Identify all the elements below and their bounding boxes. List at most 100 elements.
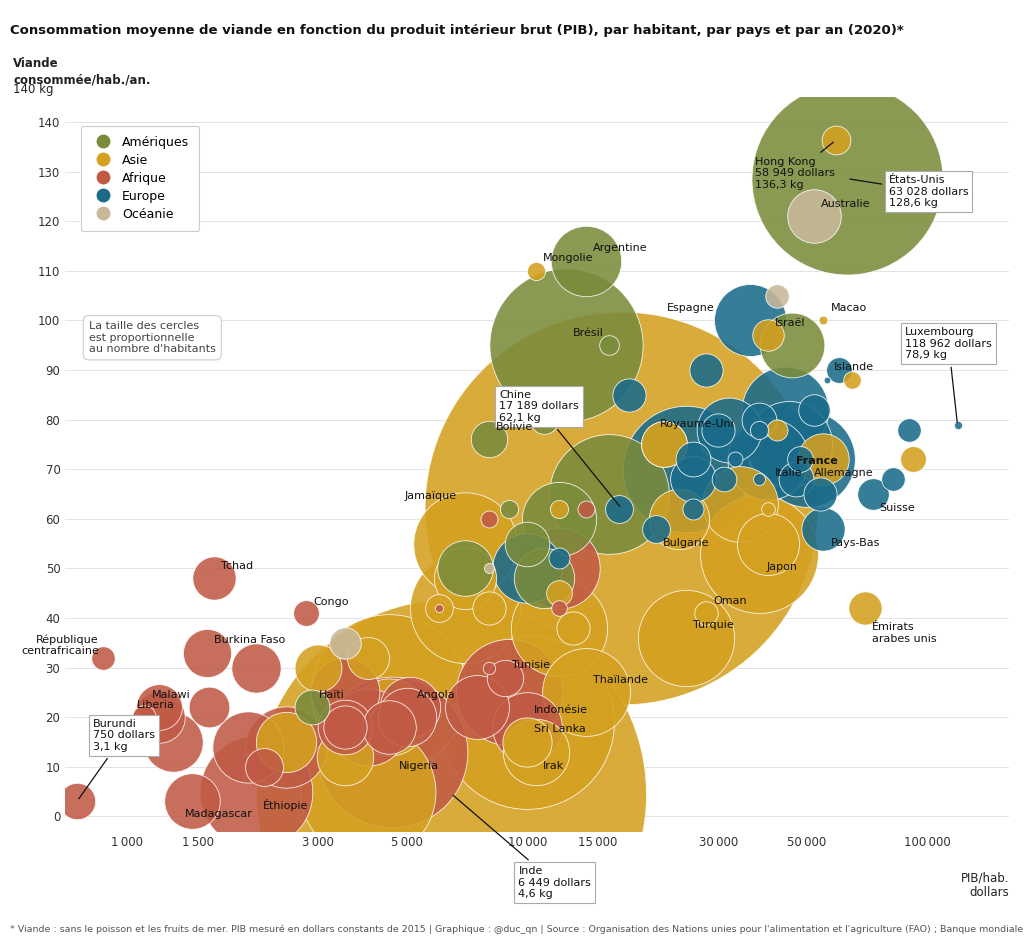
Point [760,501,776,516]
Text: États-Unis
63 028 dollars
128,6 kg: États-Unis 63 028 dollars 128,6 kg [850,175,969,208]
Point [799,452,815,467]
Text: * Viande : sans le poisson et les fruits de mer. PIB mesuré en dollars constants: * Viande : sans le poisson et les fruits… [10,925,1023,934]
Text: Tunisie: Tunisie [512,660,550,670]
Point [885,472,901,487]
Point [611,501,628,516]
Point [698,606,715,621]
Point [768,288,784,303]
Point [380,685,396,700]
Text: Italie: Italie [775,468,803,479]
Point [776,402,793,417]
Point [279,739,295,755]
Point [359,650,376,665]
Text: Pays-Bas: Pays-Bas [830,538,880,547]
Point [359,720,376,735]
Point [256,759,272,774]
Point [384,744,400,759]
Point [760,452,776,467]
Point [768,422,784,437]
Point [443,786,460,801]
Text: Burkina Faso: Burkina Faso [214,635,285,645]
Point [710,422,726,437]
Point [430,601,446,616]
Point [337,720,353,735]
Point [727,452,743,467]
Point [806,402,822,417]
Point [310,660,327,675]
Point [601,486,617,501]
Point [457,536,473,551]
Point [760,536,776,551]
Text: France: France [796,456,838,466]
Text: Angola: Angola [417,690,456,700]
Point [751,422,767,437]
Text: dollars: dollars [970,886,1009,900]
Point [578,501,594,516]
Text: Consommation moyenne de viande en fonction du produit intérieur brut (PIB), par : Consommation moyenne de viande en foncti… [10,24,904,37]
Text: Brésil: Brésil [573,328,604,338]
Text: Japon: Japon [766,562,797,573]
Text: Hong Kong
58 949 dollars
136,3 kg: Hong Kong 58 949 dollars 136,3 kg [755,142,835,190]
Point [69,793,85,808]
Point [845,372,861,387]
Point [337,720,353,735]
Point [337,749,353,764]
Point [788,472,805,487]
Point [240,739,256,755]
Text: 140 kg: 140 kg [13,83,54,96]
Point [815,521,831,536]
Point [864,486,881,501]
Point [201,700,217,715]
Point [678,462,694,477]
Point [480,560,497,576]
Text: Allemagne: Allemagne [814,468,873,479]
Text: Israël: Israël [775,317,806,328]
Point [519,560,536,576]
Point [248,784,264,799]
Point [613,501,630,516]
Point [430,601,446,616]
Point [206,571,222,586]
Text: Émirats
arabes unis: Émirats arabes unis [872,623,937,644]
Point [480,512,497,527]
Text: La taille des cercles
est proportionnelle
au nombre d'habitants: La taille des cercles est proportionnell… [89,321,216,354]
Point [751,546,767,561]
Point [904,452,921,467]
Point [536,571,552,586]
Point [685,472,701,487]
Point [751,472,767,487]
Point [501,685,517,700]
Text: Macao: Macao [830,303,866,313]
Text: Chine
17 189 dollars
62,1 kg: Chine 17 189 dollars 62,1 kg [499,390,620,506]
Point [501,501,517,516]
Point [578,685,594,700]
Text: Islande: Islande [834,363,873,372]
Point [304,700,321,715]
Text: Tchad: Tchad [221,560,253,571]
Point [551,512,567,527]
Text: Suisse: Suisse [880,503,915,512]
Point [359,784,376,799]
Point [151,700,167,715]
Point [698,363,715,378]
Point [806,209,822,224]
Point [792,452,808,467]
Point [183,794,200,809]
Point [671,512,687,527]
Point [519,536,536,551]
Point [648,521,665,536]
Text: République
centrafricaine: République centrafricaine [22,634,99,657]
Point [780,437,797,452]
Text: Burundi
750 dollars
3,1 kg: Burundi 750 dollars 3,1 kg [79,719,155,799]
Text: Espagne: Espagne [667,303,715,313]
Text: Haïti: Haïti [319,690,345,700]
Text: Australie: Australie [820,199,870,209]
Point [721,422,737,437]
Point [741,313,758,328]
Point [497,670,513,685]
Text: Viande: Viande [13,57,59,70]
Text: Madagascar: Madagascar [185,809,253,819]
Point [751,412,767,427]
Point [551,551,567,566]
Point [732,496,749,512]
